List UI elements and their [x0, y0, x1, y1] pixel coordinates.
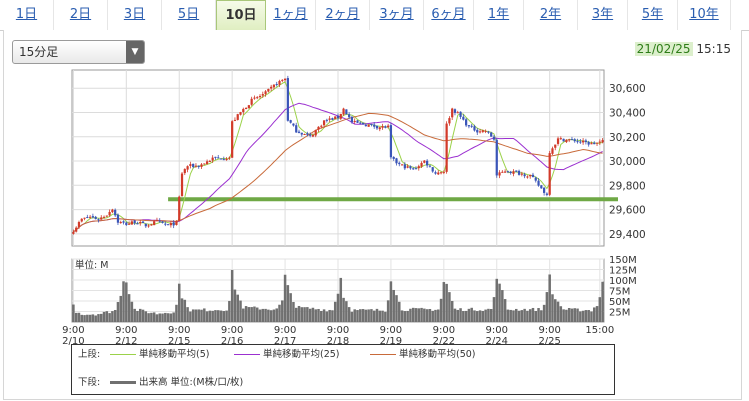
legend-ma50-label: 単純移動平均(50) [399, 349, 476, 360]
legend-ma5: 単純移動平均(5) [110, 348, 209, 362]
legend-lower-row: 下段: 出来高 単位:(M株/口/枚) [78, 376, 243, 390]
chart-legend: 上段: 単純移動平均(5) 単純移動平均(25) 単純移動平均(50) 下段: … [71, 344, 615, 395]
tab-7[interactable]: 3ヶ月 [370, 0, 424, 30]
legend-ma50: 単純移動平均(50) [370, 348, 476, 362]
tab-2[interactable]: 3日 [108, 0, 162, 30]
tab-11[interactable]: 3年 [578, 0, 628, 30]
update-time: 15:15 [696, 42, 731, 56]
tab-6[interactable]: 2ヶ月 [316, 0, 370, 30]
tab-4[interactable]: 10日 [216, 0, 266, 31]
legend-ma25: 単純移動平均(25) [234, 348, 340, 362]
tab-13[interactable]: 10年 [678, 0, 731, 30]
tab-12[interactable]: 5年 [628, 0, 678, 30]
legend-upper-label: 上段: [78, 349, 101, 360]
tab-1[interactable]: 2日 [54, 0, 108, 30]
tab-8[interactable]: 6ヶ月 [424, 0, 474, 30]
legend-ma25-label: 単純移動平均(25) [263, 349, 340, 360]
ma5-swatch [110, 354, 136, 355]
tab-0[interactable]: 1日 [0, 0, 54, 30]
interval-value: 15分足 [19, 45, 59, 59]
tab-5[interactable]: 1ヶ月 [266, 0, 316, 30]
legend-upper-row: 上段: 単純移動平均(5) 単純移動平均(25) 単純移動平均(50) [78, 348, 476, 362]
ma25-swatch [234, 354, 260, 355]
update-date: 21/02/25 [634, 42, 693, 56]
last-update-datetime: 21/02/25 15:15 [634, 40, 731, 58]
legend-volume-label: 出来高 単位:(M株/口/枚) [139, 377, 244, 388]
tab-3[interactable]: 5日 [162, 0, 216, 30]
ma50-swatch [370, 354, 396, 355]
legend-lower-label: 下段: [78, 377, 101, 388]
volume-swatch [110, 381, 136, 384]
legend-ma5-label: 単純移動平均(5) [139, 349, 210, 360]
tab-10[interactable]: 2年 [524, 0, 578, 30]
interval-select[interactable]: 15分足 ▼ [12, 40, 145, 64]
legend-volume: 出来高 単位:(M株/口/枚) [110, 376, 243, 390]
period-tabs: 1日 2日 3日 5日 10日 1ヶ月 2ヶ月 3ヶ月 6ヶ月 1年 2年 3年 5年 10年 [0, 0, 749, 31]
chevron-down-icon[interactable]: ▼ [126, 41, 144, 63]
tab-9[interactable]: 1年 [474, 0, 524, 30]
